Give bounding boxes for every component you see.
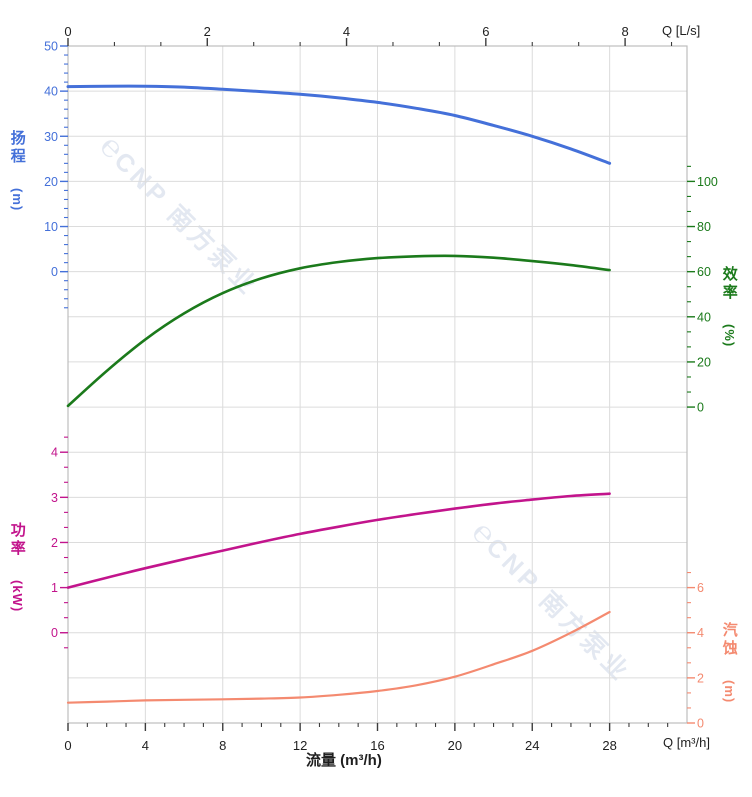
power-axis-unit: (kW) [9,580,25,613]
bottom-axis-unit-label: Q [m³/h] [663,735,710,750]
npsh-axis-unit: (m) [721,680,737,704]
x-axis-title: 流量 (m³/h) [306,752,382,769]
bottom-axis: 0 4 8 12 16 20 24 28 [64,723,669,753]
bottom-tick-label: 0 [64,738,71,753]
head-tick-label: 30 [44,130,58,144]
power-axis-title: 功率 (kW) [8,522,26,613]
head-tick-label: 40 [44,85,58,99]
eff-tick-label: 80 [697,220,711,234]
bottom-tick-label: 12 [293,738,307,753]
curves [66,84,612,704]
power-axis: 4 3 2 1 0 [51,436,68,649]
head-axis-title: 扬程 (m) [8,130,26,212]
bottom-tick-label: 20 [448,738,462,753]
npsh-curve [66,610,611,704]
efficiency-axis-title-text: 效率 [720,266,738,302]
npsh-tick-label: 6 [697,581,704,595]
gridlines [68,46,687,723]
top-tick-label: 0 [64,24,71,39]
bottom-tick-label: 4 [142,738,149,753]
top-tick-label: 8 [621,24,628,39]
eff-curve [66,254,611,408]
npsh-tick-label: 2 [697,671,704,685]
power-tick-label: 4 [51,446,58,460]
npsh-tick-label: 0 [697,717,704,731]
top-tick-label: 2 [204,24,211,39]
head-axis-title-text: 扬程 [8,130,26,166]
bottom-tick-label: 16 [370,738,384,753]
top-tick-label: 4 [343,24,350,39]
efficiency-axis-title: 效率 (%) [720,266,738,348]
eff-tick-label: 20 [697,355,711,369]
eff-tick-label: 0 [697,401,704,415]
head-tick-label: 10 [44,220,58,234]
power-tick-label: 1 [51,581,58,595]
eff-tick-label: 40 [697,310,711,324]
npsh-axis-title: 汽蚀 (m) [720,622,738,704]
power-curve [66,492,611,589]
power-axis-title-text: 功率 [8,522,26,558]
bottom-tick-label: 24 [525,738,539,753]
head-tick-label: 20 [44,175,58,189]
head-tick-label: 0 [51,265,58,279]
head-axis-unit: (m) [9,188,25,212]
npsh-tick-label: 4 [697,626,704,640]
npsh-axis-title-text: 汽蚀 [720,622,738,658]
top-tick-label: 6 [482,24,489,39]
power-tick-label: 0 [51,626,58,640]
head-axis: 50 40 30 20 10 0 [44,40,68,309]
eff-tick-label: 60 [697,265,711,279]
head-tick-label: 50 [44,40,58,54]
npsh-axis: 6 4 2 0 [687,572,704,731]
bottom-tick-label: 28 [602,738,616,753]
power-tick-label: 3 [51,491,58,505]
head-curve [66,84,612,165]
top-axis: 0 2 4 6 8 [64,24,673,46]
eff-axis: 100 80 60 40 20 0 [687,165,718,415]
bottom-tick-label: 8 [219,738,226,753]
top-axis-unit-label: Q [L/s] [662,23,701,38]
efficiency-axis-unit: (%) [721,324,737,348]
power-tick-label: 2 [51,536,58,550]
eff-tick-label: 100 [697,175,718,189]
